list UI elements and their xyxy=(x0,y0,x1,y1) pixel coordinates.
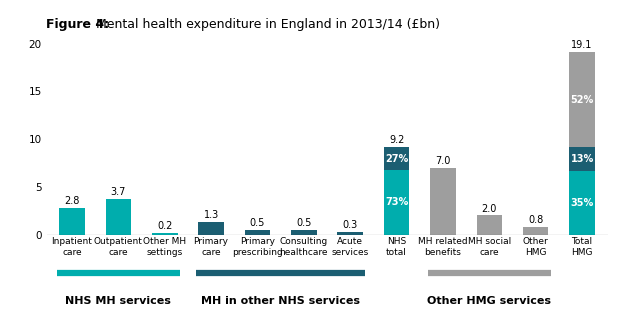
Bar xyxy=(198,222,224,234)
Text: 2.8: 2.8 xyxy=(64,196,80,206)
Bar xyxy=(291,230,317,234)
Bar xyxy=(569,52,595,147)
Text: 52%: 52% xyxy=(570,94,594,105)
Text: 27%: 27% xyxy=(385,153,408,163)
Bar xyxy=(245,230,270,234)
Text: 0.3: 0.3 xyxy=(343,220,358,230)
Text: NHS MH services: NHS MH services xyxy=(66,296,171,307)
Text: 73%: 73% xyxy=(385,197,408,207)
Text: Mental health expenditure in England in 2013/14 (£bn): Mental health expenditure in England in … xyxy=(92,18,440,31)
Bar xyxy=(477,215,502,234)
Bar xyxy=(152,232,177,234)
Text: 1.3: 1.3 xyxy=(203,210,219,220)
Bar xyxy=(569,147,595,171)
Bar xyxy=(60,208,85,234)
Text: 0.8: 0.8 xyxy=(528,215,543,225)
Text: 0.2: 0.2 xyxy=(157,221,172,231)
Text: 9.2: 9.2 xyxy=(389,135,404,145)
Bar xyxy=(337,231,363,234)
Text: MH in other NHS services: MH in other NHS services xyxy=(201,296,360,307)
Text: 0.5: 0.5 xyxy=(296,218,312,228)
Bar xyxy=(384,171,409,234)
Text: 3.7: 3.7 xyxy=(111,188,126,197)
Text: 7.0: 7.0 xyxy=(435,156,451,166)
Text: Figure 4:: Figure 4: xyxy=(46,18,110,31)
Text: 19.1: 19.1 xyxy=(572,41,593,51)
Text: 0.5: 0.5 xyxy=(250,218,265,228)
Text: 35%: 35% xyxy=(570,198,594,208)
Bar xyxy=(523,227,549,234)
Bar xyxy=(384,147,409,171)
Text: 2.0: 2.0 xyxy=(482,204,497,214)
Text: Other HMG services: Other HMG services xyxy=(427,296,551,307)
Bar xyxy=(569,171,595,234)
Bar xyxy=(430,168,456,234)
Text: 13%: 13% xyxy=(570,154,594,164)
Bar xyxy=(105,199,131,234)
